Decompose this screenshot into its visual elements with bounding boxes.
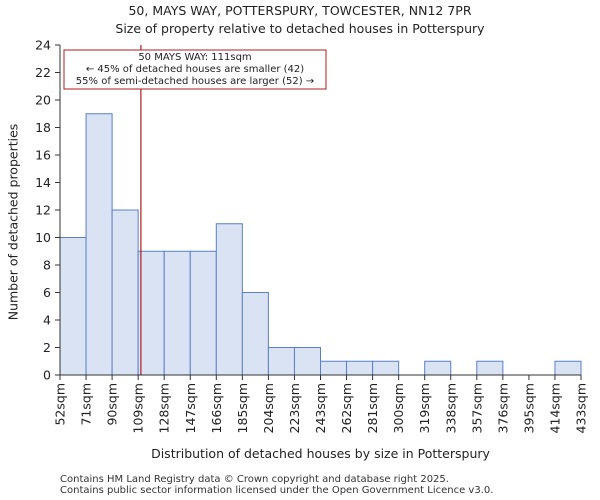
x-tick-label: 166sqm [209, 383, 224, 433]
y-axis-label: Number of detached properties [6, 124, 21, 321]
x-tick-label: 376sqm [495, 383, 510, 433]
x-tick-label: 414sqm [547, 383, 562, 433]
y-tick-label: 14 [35, 175, 51, 190]
annotation-rect [63, 49, 327, 90]
chart-title: 50, MAYS WAY, POTTERSPURY, TOWCESTER, NN… [128, 3, 472, 18]
bar-185sqm [241, 292, 269, 376]
y-tick-label: 20 [35, 93, 51, 108]
x-tick-label: 204sqm [261, 383, 276, 433]
y-tick-label: 16 [35, 148, 51, 163]
y-tick-label: 10 [35, 230, 51, 245]
annotation-line-3: 55% of semi-detached houses are larger (… [76, 76, 314, 87]
x-tick-label: 147sqm [183, 383, 198, 433]
bar-109sqm [137, 250, 165, 376]
footer-licence: Contains public sector information licen… [60, 485, 494, 496]
bar-319sqm [424, 360, 452, 376]
bar-357sqm [476, 360, 504, 376]
x-tick-label: 395sqm [521, 383, 536, 433]
y-tick-label: 24 [35, 38, 51, 53]
x-tick-label: 319sqm [417, 383, 432, 433]
bar-204sqm [267, 347, 295, 376]
x-tick-label: 281sqm [365, 383, 380, 433]
chart-subtitle: Size of property relative to detached ho… [115, 21, 485, 36]
x-tick-label: 109sqm [131, 383, 146, 433]
bar-243sqm [320, 360, 348, 376]
x-tick-label: 128sqm [157, 383, 172, 433]
annotation-line-1: 50 MAYS WAY: 111sqm [138, 52, 251, 63]
y-tick-label: 4 [43, 313, 51, 328]
bar-147sqm [189, 250, 217, 376]
y-tick-label: 22 [35, 65, 51, 80]
x-tick-label: 90sqm [105, 383, 120, 426]
annotation-line-2: ← 45% of detached houses are smaller (42… [86, 64, 304, 75]
x-tick-label: 262sqm [339, 383, 354, 433]
y-tick-label: 12 [35, 203, 51, 218]
bar-223sqm [293, 347, 322, 376]
bar-52sqm [59, 237, 87, 376]
x-axis-label: Distribution of detached houses by size … [151, 446, 490, 461]
x-tick-label: 52sqm [53, 383, 68, 426]
y-tick-label: 8 [43, 258, 51, 273]
x-tick-label: 338sqm [443, 383, 458, 433]
x-tick-label: 71sqm [79, 383, 94, 426]
annotation-box: 50 MAYS WAY: 111sqm ← 45% of detached ho… [63, 49, 327, 90]
x-tick-label: 243sqm [313, 383, 328, 433]
bar-90sqm [111, 209, 139, 376]
y-tick-label: 2 [43, 340, 51, 355]
y-tick-label: 18 [35, 120, 51, 135]
y-tick-label: 6 [43, 285, 51, 300]
bar-281sqm [372, 360, 400, 376]
bar-262sqm [346, 360, 374, 376]
x-tick-label: 300sqm [391, 383, 406, 433]
bar-166sqm [215, 223, 243, 376]
bar-128sqm [163, 250, 191, 376]
footer-copyright: Contains HM Land Registry data © Crown c… [60, 474, 449, 485]
x-tick-label: 433sqm [574, 383, 589, 433]
bar-414sqm [554, 360, 582, 376]
x-tick-label: 357sqm [469, 383, 484, 433]
bar-71sqm [85, 113, 113, 376]
x-tick-label: 223sqm [287, 383, 302, 433]
y-tick-label: 0 [43, 368, 51, 383]
x-tick-label: 185sqm [235, 383, 250, 433]
